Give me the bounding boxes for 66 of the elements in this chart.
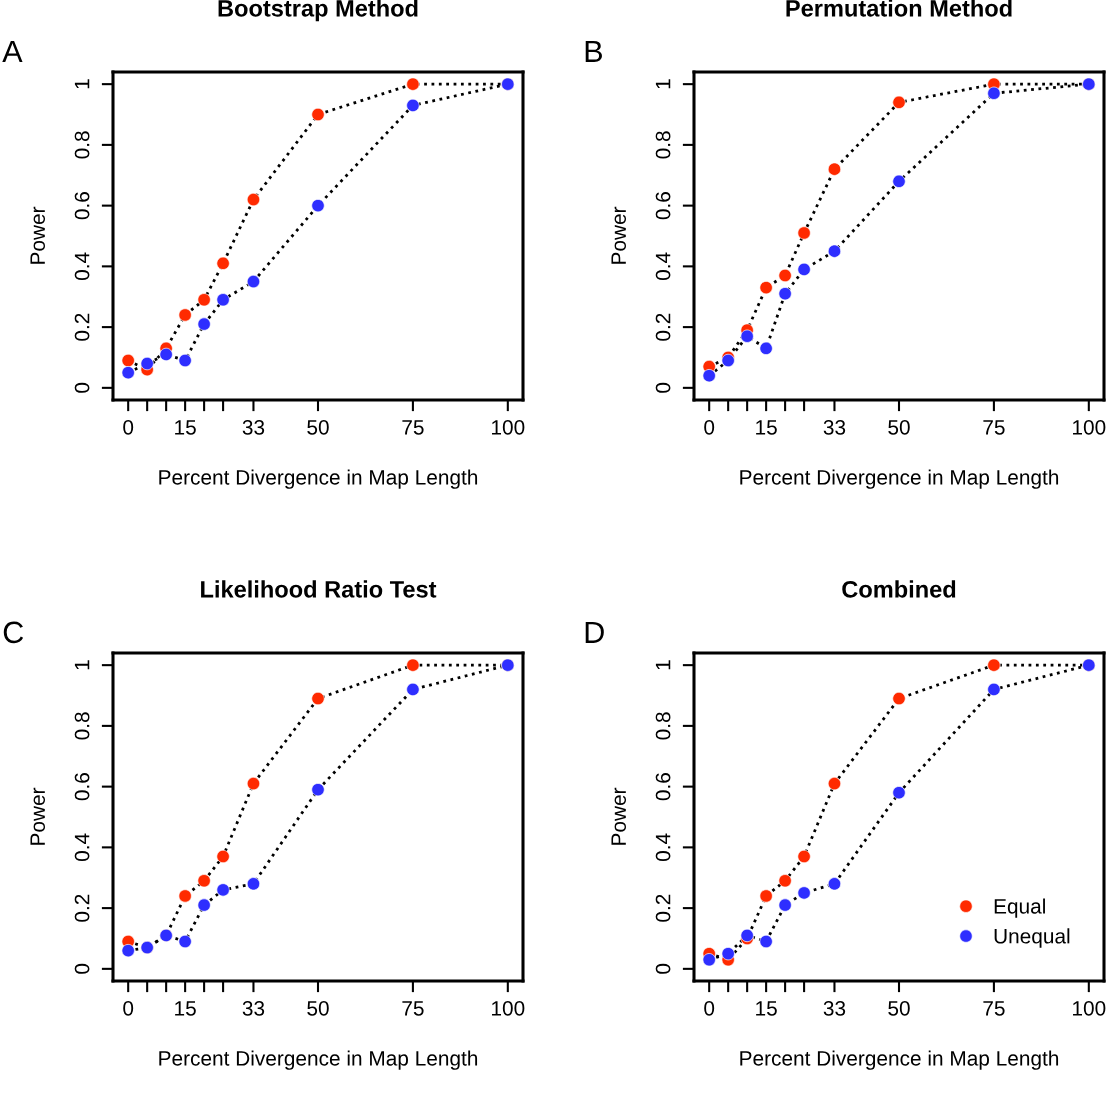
y-tick-label: 0.2 [74, 313, 90, 341]
y-tick-label: 0 [655, 963, 671, 974]
x-tick-label: 33 [823, 419, 846, 435]
y-tick-label: 0.4 [655, 833, 671, 862]
y-tick-label: 0.6 [74, 773, 90, 801]
x-axis-title: Percent Divergence in Map Length [740, 1050, 1059, 1070]
y-tick-label: 0 [655, 382, 671, 393]
x-tick-label: 15 [175, 1001, 196, 1016]
x-tick-label: 50 [888, 1000, 910, 1016]
x-tick-label: 100 [492, 1000, 525, 1016]
y-tick-label: 1 [655, 79, 671, 89]
x-tick-label: 75 [983, 420, 1005, 435]
text: B [585, 40, 602, 62]
x-tick-label: 50 [307, 419, 329, 435]
text: C [3, 621, 24, 644]
x-tick-label: 50 [307, 1000, 329, 1016]
text: D [585, 621, 604, 643]
chart-title: Permutation Method [786, 0, 1012, 17]
x-tick-label: 0 [123, 419, 134, 435]
y-tick-label: 0.4 [655, 252, 671, 281]
y-tick-label: 1 [74, 660, 90, 670]
x-tick-label: 15 [756, 1001, 777, 1016]
legend-label: Unequal [994, 928, 1070, 948]
y-tick-label: 0.2 [655, 894, 671, 922]
y-tick-label: 0.8 [74, 712, 90, 740]
text: A [2, 40, 23, 62]
x-tick-label: 15 [756, 420, 777, 435]
y-axis-title: Power [30, 787, 46, 845]
x-tick-label: 0 [704, 1000, 715, 1016]
x-tick-label: 0 [704, 419, 715, 435]
y-tick-label: 0.2 [74, 894, 90, 922]
y-axis-title: Power [611, 787, 627, 845]
x-axis-title: Percent Divergence in Map Length [159, 1050, 478, 1070]
x-tick-label: 33 [823, 1000, 846, 1016]
y-tick-label: 0.2 [655, 313, 671, 341]
chart-title: Likelihood Ratio Test [201, 580, 437, 598]
x-tick-label: 75 [983, 1001, 1005, 1016]
y-tick-label: 1 [74, 79, 90, 89]
x-axis-title: Percent Divergence in Map Length [740, 469, 1059, 489]
y-tick-label: 0.8 [655, 131, 671, 159]
legend-label: Equal [994, 898, 1045, 918]
chart-title: Bootstrap Method [218, 0, 418, 22]
x-tick-label: 75 [402, 1001, 424, 1016]
y-tick-label: 0 [74, 963, 90, 974]
x-tick-label: 33 [242, 1000, 265, 1016]
y-tick-label: 0.6 [655, 773, 671, 801]
y-tick-label: 0.8 [655, 712, 671, 740]
x-tick-label: 50 [888, 419, 910, 435]
y-tick-label: 0.6 [655, 192, 671, 220]
x-tick-label: 0 [123, 1000, 134, 1016]
x-tick-label: 75 [402, 420, 424, 435]
x-tick-label: 15 [175, 420, 196, 435]
y-axis-title: Power [611, 206, 627, 264]
y-tick-label: 0.4 [74, 833, 90, 862]
y-tick-label: 0 [74, 382, 90, 393]
y-tick-label: 0.4 [74, 252, 90, 281]
y-tick-label: 0.8 [74, 131, 90, 159]
x-tick-label: 100 [1073, 419, 1106, 435]
x-axis-title: Percent Divergence in Map Length [159, 469, 478, 489]
x-tick-label: 33 [242, 419, 265, 435]
y-tick-label: 1 [655, 660, 671, 670]
y-axis-title: Power [30, 206, 46, 264]
x-tick-label: 100 [1073, 1000, 1106, 1016]
chart-title: Combined [842, 580, 956, 598]
y-tick-label: 0.6 [74, 192, 90, 220]
x-tick-label: 100 [492, 419, 525, 435]
